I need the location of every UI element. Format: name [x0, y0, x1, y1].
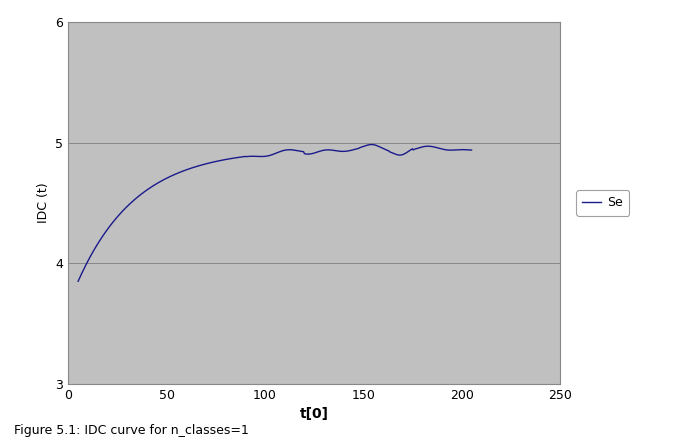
Text: Figure 5.1: IDC curve for n_classes=1: Figure 5.1: IDC curve for n_classes=1 — [14, 424, 249, 437]
Se — [459, 147, 467, 152]
Se — [263, 153, 271, 159]
Se — [261, 154, 269, 159]
Y-axis label: IDC (t): IDC (t) — [37, 183, 50, 223]
Se — [467, 147, 475, 153]
Se — [398, 152, 406, 157]
Se — [367, 142, 376, 147]
Line: Se: Se — [78, 145, 471, 281]
X-axis label: t[0]: t[0] — [300, 407, 329, 421]
Legend: Se: Se — [576, 190, 630, 216]
Se — [308, 151, 316, 156]
Se — [74, 279, 82, 284]
Se — [287, 147, 295, 153]
